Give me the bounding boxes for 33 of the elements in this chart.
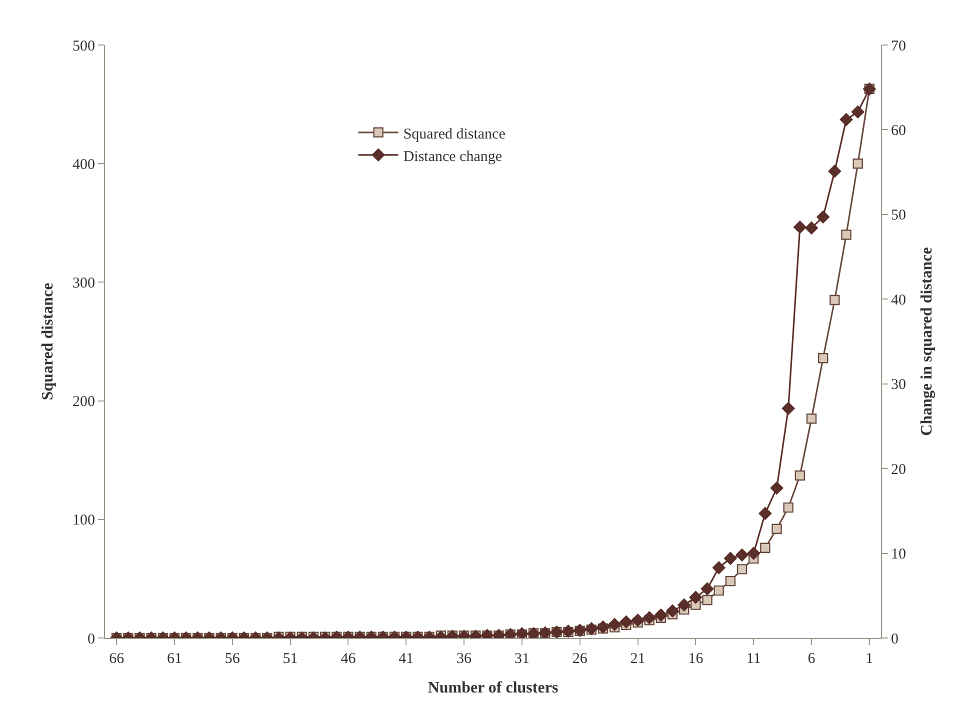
y2-tick-label: 20 (891, 462, 906, 478)
x-tick-label: 11 (746, 651, 761, 667)
y2-axis-title: Change in squared distance (918, 247, 936, 436)
y-tick-label: 300 (72, 275, 95, 292)
x-tick-label: 1 (866, 651, 874, 667)
x-tick-label: 6 (808, 651, 816, 667)
y2-tick-label: 70 (891, 38, 906, 54)
x-axis-title: Number of clusters (428, 680, 558, 697)
y2-tick-label: 30 (891, 377, 906, 394)
legend-label: Squared distance (403, 126, 506, 142)
y2-tick-label: 60 (891, 122, 906, 139)
x-tick-label: 21 (630, 651, 646, 667)
legend-label: Distance change (403, 148, 502, 165)
y-tick-label: 100 (72, 512, 95, 529)
y-tick-label: 500 (72, 38, 95, 54)
x-tick-label: 26 (572, 651, 588, 667)
y2-tick-label: 40 (891, 292, 906, 308)
y-tick-label: 0 (88, 631, 95, 648)
y2-tick-label: 10 (891, 546, 906, 563)
x-tick-label: 61 (166, 651, 182, 667)
y-tick-label: 400 (72, 156, 95, 173)
y2-tick-label: 50 (891, 208, 906, 224)
x-tick-label: 66 (109, 651, 125, 667)
y2-tick-label: 0 (891, 631, 898, 648)
y-tick-label: 200 (72, 394, 95, 410)
x-tick-label: 51 (282, 651, 298, 667)
x-tick-label: 36 (456, 651, 472, 667)
x-tick-label: 16 (688, 651, 704, 667)
y-axis-title: Squared distance (39, 282, 56, 400)
x-tick-label: 31 (514, 651, 530, 667)
x-tick-label: 56 (224, 651, 240, 667)
x-tick-label: 46 (340, 651, 356, 667)
x-tick-label: 41 (398, 651, 414, 667)
